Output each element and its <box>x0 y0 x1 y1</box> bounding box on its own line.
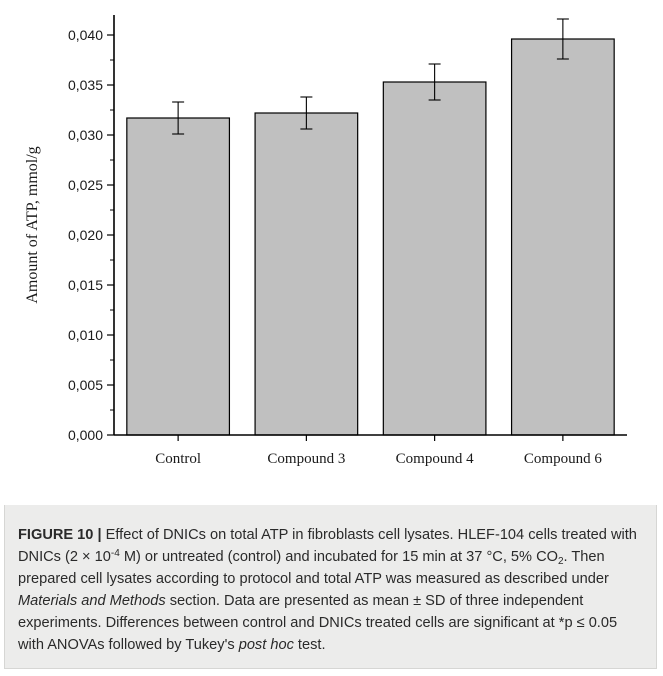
caption-text-1b: M) or untreated (control) and incubated … <box>119 549 558 565</box>
caption-text-4: test. <box>293 637 326 653</box>
y-tick-label-3: 0,015 <box>68 277 103 293</box>
caption-emphasis-1: Materials and Methods <box>18 593 166 609</box>
caption-exponent: -4 <box>110 548 120 559</box>
chart-panel: 0,000 0,005 0,010 0,015 0,020 0,025 0,030 0,035… <box>4 5 657 505</box>
y-tick-label-7: 0,035 <box>68 77 103 93</box>
caption-emphasis-2: post hoc <box>238 637 294 653</box>
x-ticks-layer: Control Compound 3 Compound 4 Compound 6 <box>155 435 602 467</box>
error-bar-3 <box>556 18 569 60</box>
x-tick-label-2: Compound 4 <box>396 451 474 467</box>
y-tick-label-8: 0,040 <box>68 27 103 43</box>
error-bar-0 <box>172 101 185 135</box>
figure-caption: FIGURE 10 | Effect of DNICs on total ATP… <box>18 524 644 656</box>
x-tick-label-0: Control <box>155 451 201 467</box>
bar-3 <box>510 38 615 436</box>
y-axis-label: Amount of ATP, mmol/g <box>24 146 41 303</box>
bar-chart: 0,000 0,005 0,010 0,015 0,020 0,025 0,030 0,035… <box>24 15 627 467</box>
x-tick-label-3: Compound 6 <box>524 451 602 467</box>
caption-text-3: section. Data are presented as mean ± SD… <box>18 593 618 653</box>
y-tick-label-0: 0,000 <box>68 427 103 443</box>
caption-title: Effect of DNICs on total ATP in fibrobla… <box>101 527 454 543</box>
y-tick-label-1: 0,005 <box>68 377 103 393</box>
caption-text-2: . Then prepared cell lysates according t… <box>18 549 609 587</box>
error-bars-layer <box>172 18 569 135</box>
bar-1 <box>254 112 359 436</box>
caption-text-1: HLEF-104 cells treated with DNICs (2 × 1… <box>18 527 637 565</box>
y-tick-label-5: 0,025 <box>68 177 103 193</box>
y-tick-label-4: 0,020 <box>68 227 103 243</box>
y-tick-label-2: 0,010 <box>68 327 103 343</box>
bars-layer <box>126 38 615 436</box>
error-bar-1 <box>300 96 313 130</box>
x-tick-label-1: Compound 3 <box>267 451 345 467</box>
caption-subscript: 2 <box>557 556 564 567</box>
y-tick-label-6: 0,030 <box>68 127 103 143</box>
error-bar-2 <box>428 63 441 101</box>
figure-number: FIGURE 10 | <box>18 527 102 543</box>
y-ticks-layer: 0,000 0,005 0,010 0,015 0,020 0,025 0,030 0,035… <box>68 27 114 443</box>
bar-2 <box>382 81 487 436</box>
bar-0 <box>126 117 231 436</box>
